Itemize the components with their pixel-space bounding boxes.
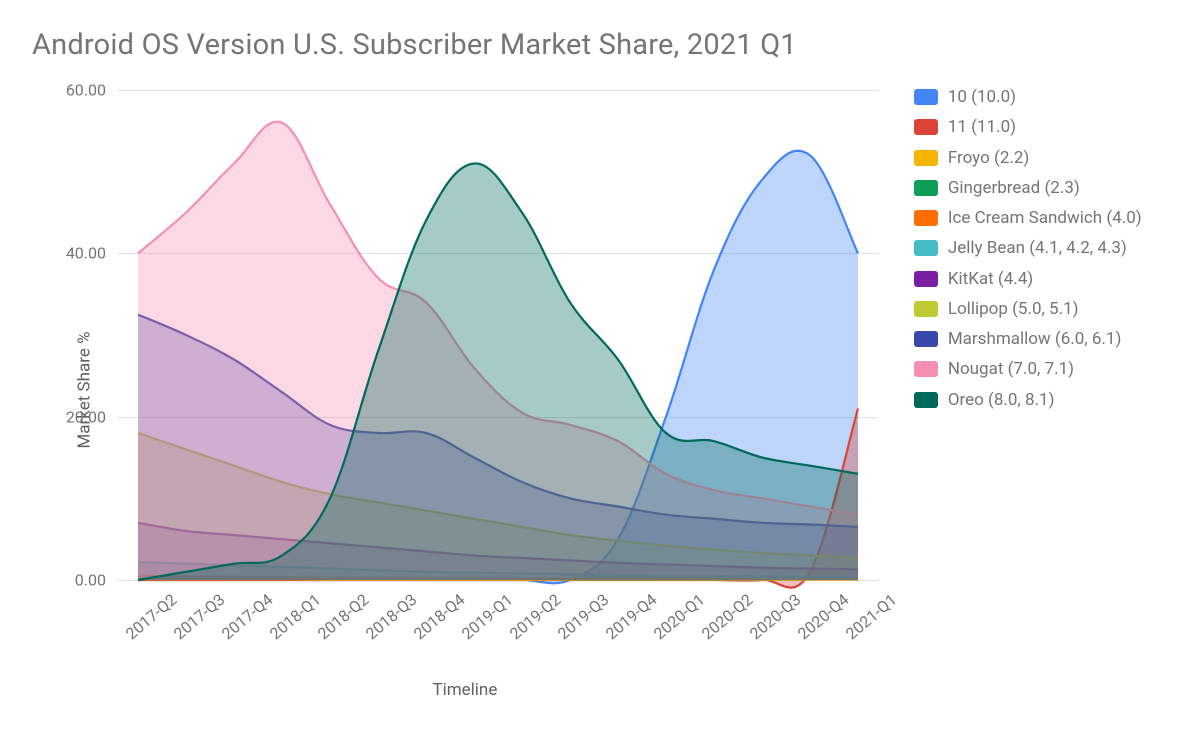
legend-swatch bbox=[914, 331, 938, 347]
legend: 10 (10.0) 11 (11.0) Froyo (2.2) Gingerbread… bbox=[914, 80, 1172, 414]
legend-swatch bbox=[914, 150, 938, 166]
x-tick-label: 2020-Q2 bbox=[698, 590, 756, 643]
legend-label: Gingerbread (2.3) bbox=[948, 178, 1080, 199]
x-tick-label: 2018-Q2 bbox=[314, 590, 372, 643]
legend-label: Froyo (2.2) bbox=[948, 148, 1030, 169]
y-tick-label: 60.00 bbox=[66, 81, 118, 100]
y-axis-label: Market Share % bbox=[75, 331, 95, 448]
legend-item[interactable]: 10 (10.0) bbox=[914, 84, 1172, 111]
legend-item[interactable]: Lollipop (5.0, 5.1) bbox=[914, 296, 1172, 323]
x-tick-label: 2019-Q2 bbox=[506, 590, 564, 643]
legend-item[interactable]: Marshmallow (6.0, 6.1) bbox=[914, 326, 1172, 353]
x-tick-label: 2020-Q4 bbox=[794, 590, 852, 643]
legend-label: Marshmallow (6.0, 6.1) bbox=[948, 329, 1122, 350]
x-tick-label: 2020-Q3 bbox=[746, 590, 804, 643]
x-tick-label: 2018-Q1 bbox=[266, 590, 324, 643]
x-tick-label: 2019-Q1 bbox=[458, 590, 516, 643]
x-tick-label: 2017-Q4 bbox=[218, 590, 276, 643]
x-tick-label: 2017-Q3 bbox=[170, 590, 228, 643]
legend-swatch bbox=[914, 361, 938, 377]
legend-item[interactable]: Ice Cream Sandwich (4.0) bbox=[914, 205, 1172, 232]
legend-item[interactable]: Froyo (2.2) bbox=[914, 145, 1172, 172]
legend-label: Nougat (7.0, 7.1) bbox=[948, 359, 1074, 380]
legend-swatch bbox=[914, 392, 938, 408]
legend-item[interactable]: Nougat (7.0, 7.1) bbox=[914, 356, 1172, 383]
legend-label: KitKat (4.4) bbox=[948, 269, 1033, 290]
y-tick-label: 40.00 bbox=[66, 244, 118, 263]
legend-swatch bbox=[914, 89, 938, 105]
x-tick-label: 2020-Q1 bbox=[650, 590, 708, 643]
legend-label: Lollipop (5.0, 5.1) bbox=[948, 299, 1079, 320]
legend-label: Jelly Bean (4.1, 4.2, 4.3) bbox=[948, 238, 1127, 259]
x-tick-label: 2019-Q4 bbox=[602, 590, 660, 643]
legend-swatch bbox=[914, 301, 938, 317]
legend-label: Ice Cream Sandwich (4.0) bbox=[948, 208, 1142, 229]
legend-swatch bbox=[914, 271, 938, 287]
x-axis-ticks: 2017-Q22017-Q32017-Q42018-Q12018-Q22018-… bbox=[118, 590, 878, 670]
x-tick-label: 2021-Q1 bbox=[842, 590, 900, 643]
chart-area: Market Share % 0.0020.0040.0060.00 2017-… bbox=[28, 80, 902, 700]
legend-item[interactable]: KitKat (4.4) bbox=[914, 266, 1172, 293]
x-tick-label: 2017-Q2 bbox=[122, 590, 180, 643]
legend-label: 10 (10.0) bbox=[948, 87, 1016, 108]
x-tick-label: 2018-Q3 bbox=[362, 590, 420, 643]
x-tick-label: 2019-Q3 bbox=[554, 590, 612, 643]
legend-swatch bbox=[914, 210, 938, 226]
legend-swatch bbox=[914, 180, 938, 196]
legend-item[interactable]: Jelly Bean (4.1, 4.2, 4.3) bbox=[914, 235, 1172, 262]
legend-label: Oreo (8.0, 8.1) bbox=[948, 390, 1055, 411]
series-svg bbox=[118, 90, 878, 580]
y-tick-label: 20.00 bbox=[66, 407, 118, 426]
legend-swatch bbox=[914, 119, 938, 135]
legend-item[interactable]: 11 (11.0) bbox=[914, 114, 1172, 141]
chart-row: Market Share % 0.0020.0040.0060.00 2017-… bbox=[28, 80, 1172, 700]
plot-region: 0.0020.0040.0060.00 bbox=[118, 90, 878, 580]
x-tick-label: 2018-Q4 bbox=[410, 590, 468, 643]
legend-label: 11 (11.0) bbox=[948, 117, 1016, 138]
x-axis-label: Timeline bbox=[28, 680, 902, 700]
legend-item[interactable]: Oreo (8.0, 8.1) bbox=[914, 387, 1172, 414]
legend-item[interactable]: Gingerbread (2.3) bbox=[914, 175, 1172, 202]
chart-title: Android OS Version U.S. Subscriber Marke… bbox=[32, 28, 1172, 62]
legend-swatch bbox=[914, 240, 938, 256]
y-tick-label: 0.00 bbox=[75, 571, 118, 590]
